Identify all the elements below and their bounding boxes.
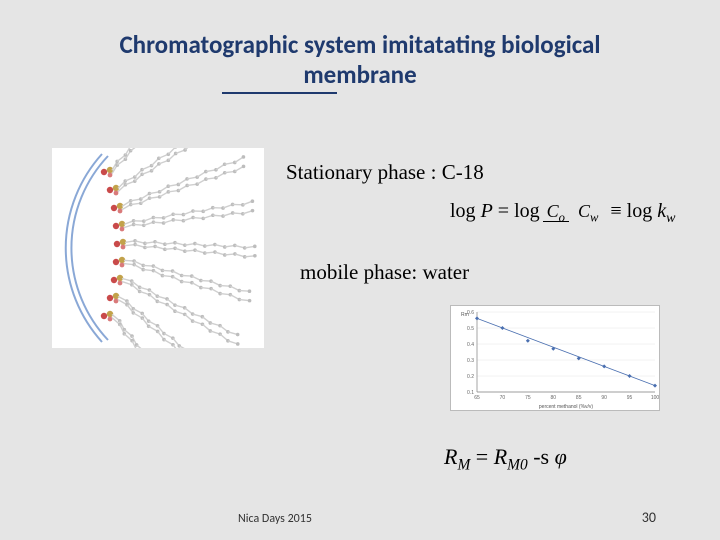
svg-text:65: 65 <box>474 395 480 401</box>
stationary-phase-label: Stationary phase : C-18 <box>286 160 484 185</box>
svg-text:0.4: 0.4 <box>467 342 474 348</box>
rm-sub: M <box>457 456 470 473</box>
svg-text:percent methanol (%v/v): percent methanol (%v/v) <box>539 404 594 410</box>
svg-text:75: 75 <box>525 395 531 401</box>
page-title: Chromatographic system imitatating biolo… <box>60 30 660 90</box>
num-sym: C <box>547 201 559 221</box>
equals-1: = <box>498 200 509 222</box>
log-text-3: log <box>627 200 653 222</box>
svg-text:0.1: 0.1 <box>467 390 474 396</box>
svg-text:0.3: 0.3 <box>467 358 474 364</box>
minus-s: -s <box>528 444 555 469</box>
page-number: 30 <box>642 509 656 526</box>
footer-left: Nica Days 2015 <box>238 512 312 526</box>
var-p: P <box>481 200 493 222</box>
log-text: log <box>450 200 476 222</box>
mobile-phase-label: mobile phase: water <box>300 260 469 285</box>
membrane-diagram <box>52 148 264 348</box>
var-k: k <box>657 200 666 222</box>
rm-equation: RM = RM0 -s φ <box>444 444 567 474</box>
equiv: ≡ <box>610 200 621 222</box>
equals-2: = <box>470 444 493 469</box>
rm-chart: 0.10.20.30.40.50.665707580859095100perce… <box>450 305 660 411</box>
svg-text:0.5: 0.5 <box>467 326 474 332</box>
sub-w: w <box>666 211 675 226</box>
svg-text:Rm: Rm <box>461 312 469 318</box>
svg-text:90: 90 <box>601 395 607 401</box>
svg-text:100: 100 <box>651 395 660 401</box>
phi: φ <box>555 444 567 469</box>
svg-text:85: 85 <box>576 395 582 401</box>
svg-text:70: 70 <box>500 395 506 401</box>
title-underline <box>222 92 337 94</box>
den-sym: C <box>578 201 590 221</box>
num-sub: o <box>559 211 565 225</box>
svg-text:80: 80 <box>551 395 557 401</box>
svg-text:95: 95 <box>627 395 633 401</box>
log-text-2: log <box>514 200 540 222</box>
svg-text:0.2: 0.2 <box>467 374 474 380</box>
den-sub: w <box>590 211 598 225</box>
rm0-sym: R <box>494 444 507 469</box>
fraction: Co Cw <box>543 200 603 224</box>
rm0-sub: M0 <box>507 456 528 473</box>
rm-sym: R <box>444 444 457 469</box>
logp-equation: log P = log Co Cw ≡ log kw <box>450 200 675 227</box>
